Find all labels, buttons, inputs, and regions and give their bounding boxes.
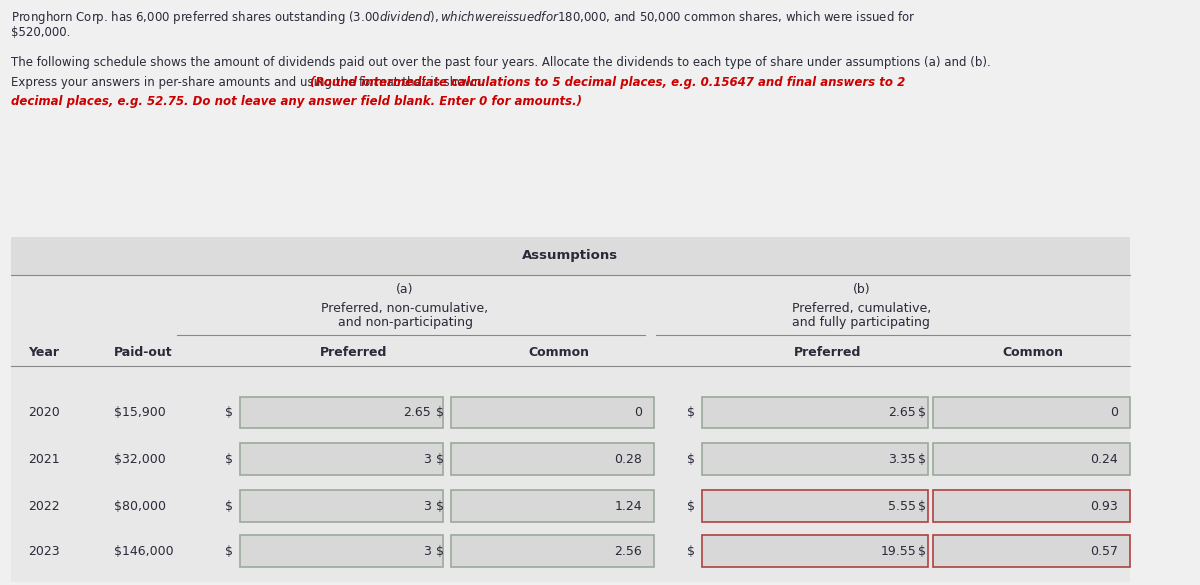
Text: $: $	[436, 453, 444, 466]
FancyBboxPatch shape	[702, 397, 928, 428]
Text: $: $	[918, 406, 926, 419]
Text: Pronghorn Corp. has 6,000 preferred shares outstanding ($3.00 dividend), which w: Pronghorn Corp. has 6,000 preferred shar…	[12, 9, 916, 26]
FancyBboxPatch shape	[240, 443, 443, 475]
Text: Express your answers in per-share amounts and using the format that is shown.: Express your answers in per-share amount…	[12, 76, 490, 89]
Text: 3: 3	[424, 545, 431, 558]
Text: $520,000.: $520,000.	[12, 26, 71, 39]
Text: $: $	[686, 545, 695, 558]
Text: 3: 3	[424, 453, 431, 466]
Text: (Round intermediate calculations to 5 decimal places, e.g. 0.15647 and final ans: (Round intermediate calculations to 5 de…	[311, 76, 906, 89]
Text: The following schedule shows the amount of dividends paid out over the past four: The following schedule shows the amount …	[12, 56, 991, 68]
Text: decimal places, e.g. 52.75. Do not leave any answer field blank. Enter 0 for amo: decimal places, e.g. 52.75. Do not leave…	[12, 95, 582, 108]
Text: 0: 0	[635, 406, 642, 419]
Text: $: $	[436, 406, 444, 419]
FancyBboxPatch shape	[702, 490, 928, 522]
Text: 0.24: 0.24	[1091, 453, 1118, 466]
Text: Preferred: Preferred	[320, 346, 388, 359]
Text: Year: Year	[29, 346, 60, 359]
FancyBboxPatch shape	[240, 535, 443, 567]
Text: 0.93: 0.93	[1091, 500, 1118, 512]
Text: $80,000: $80,000	[114, 500, 166, 512]
Text: $: $	[436, 545, 444, 558]
Text: 3.35: 3.35	[888, 453, 916, 466]
Text: 0.28: 0.28	[614, 453, 642, 466]
Text: $146,000: $146,000	[114, 545, 174, 558]
Text: 2023: 2023	[29, 545, 60, 558]
Text: 2021: 2021	[29, 453, 60, 466]
Text: 2.65: 2.65	[888, 406, 916, 419]
Text: 1.24: 1.24	[614, 500, 642, 512]
FancyBboxPatch shape	[451, 490, 654, 522]
Text: 0: 0	[1110, 406, 1118, 419]
Text: Preferred: Preferred	[793, 346, 860, 359]
FancyBboxPatch shape	[934, 490, 1129, 522]
Text: and fully participating: and fully participating	[792, 316, 930, 329]
FancyBboxPatch shape	[934, 443, 1129, 475]
Text: Assumptions: Assumptions	[522, 249, 618, 263]
FancyBboxPatch shape	[451, 397, 654, 428]
Text: (a): (a)	[396, 283, 414, 296]
Text: $: $	[686, 500, 695, 512]
Text: $15,900: $15,900	[114, 406, 166, 419]
Text: (b): (b)	[853, 283, 870, 296]
Text: Common: Common	[528, 346, 589, 359]
Text: 19.55: 19.55	[881, 545, 916, 558]
Text: $: $	[224, 453, 233, 466]
FancyBboxPatch shape	[451, 443, 654, 475]
Text: and non-participating: and non-participating	[337, 316, 473, 329]
Text: 2.56: 2.56	[614, 545, 642, 558]
Text: $: $	[224, 500, 233, 512]
FancyBboxPatch shape	[12, 237, 1129, 275]
Text: Preferred, cumulative,: Preferred, cumulative,	[792, 302, 931, 315]
Text: $: $	[918, 500, 926, 512]
Text: 0.57: 0.57	[1090, 545, 1118, 558]
Text: $32,000: $32,000	[114, 453, 166, 466]
FancyBboxPatch shape	[702, 443, 928, 475]
FancyBboxPatch shape	[934, 397, 1129, 428]
Text: Paid-out: Paid-out	[114, 346, 173, 359]
FancyBboxPatch shape	[12, 237, 1129, 582]
Text: 2020: 2020	[29, 406, 60, 419]
Text: $: $	[436, 500, 444, 512]
Text: $: $	[224, 406, 233, 419]
Text: $: $	[918, 545, 926, 558]
Text: $: $	[918, 453, 926, 466]
FancyBboxPatch shape	[240, 490, 443, 522]
Text: Preferred, non-cumulative,: Preferred, non-cumulative,	[322, 302, 488, 315]
Text: $: $	[686, 406, 695, 419]
Text: 3: 3	[424, 500, 431, 512]
Text: $: $	[224, 545, 233, 558]
FancyBboxPatch shape	[240, 397, 443, 428]
Text: 2.65: 2.65	[403, 406, 431, 419]
Text: 2022: 2022	[29, 500, 60, 512]
FancyBboxPatch shape	[702, 535, 928, 567]
FancyBboxPatch shape	[934, 535, 1129, 567]
Text: 5.55: 5.55	[888, 500, 916, 512]
FancyBboxPatch shape	[451, 535, 654, 567]
Text: $: $	[686, 453, 695, 466]
Text: Common: Common	[1002, 346, 1063, 359]
